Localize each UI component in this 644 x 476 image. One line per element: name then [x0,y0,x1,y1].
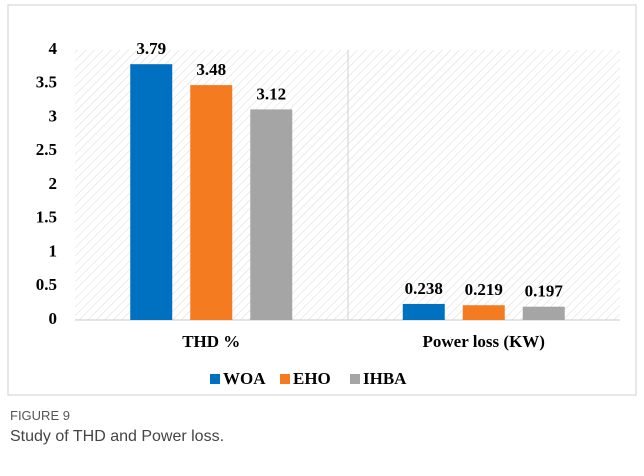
legend-label: WOA [223,369,266,388]
y-tick-label: 0.5 [36,275,57,294]
x-tick-label: Power loss (KW) [423,332,545,351]
y-tick-label: 4 [49,39,58,58]
y-tick-label: 1.5 [36,208,57,227]
legend-swatch [350,374,360,384]
chart-frame [7,4,637,396]
bar [522,306,565,320]
bar [130,64,173,320]
data-label: 3.48 [196,60,226,79]
y-tick-label: 0 [49,309,58,328]
data-label: 0.219 [465,280,503,299]
legend-swatch [210,374,220,384]
y-tick-label: 1 [49,241,58,260]
bar [462,305,505,320]
bar [250,109,293,321]
data-label: 0.197 [525,282,564,301]
bar [402,303,445,320]
legend-label: EHO [293,369,331,388]
data-label: 0.238 [405,279,443,298]
y-tick-label: 3 [49,106,58,125]
y-tick-label: 2 [49,174,58,193]
bar [190,85,233,320]
legend-label: IHBA [363,369,407,388]
data-label: 3.12 [256,84,286,103]
chart: 0 0.5 1 1.5 2 2.5 3 3.5 4 THD % 3.79 3.48 3.12 Power … [7,4,637,396]
x-tick-label: THD % [182,332,240,351]
y-tick-label: 2.5 [36,140,57,159]
legend-swatch [280,374,290,384]
caption: Study of THD and Power loss. [10,428,225,445]
figure-label: FIGURE 9 [10,408,70,423]
y-tick-label: 3.5 [36,73,57,92]
data-label: 3.79 [136,39,166,58]
